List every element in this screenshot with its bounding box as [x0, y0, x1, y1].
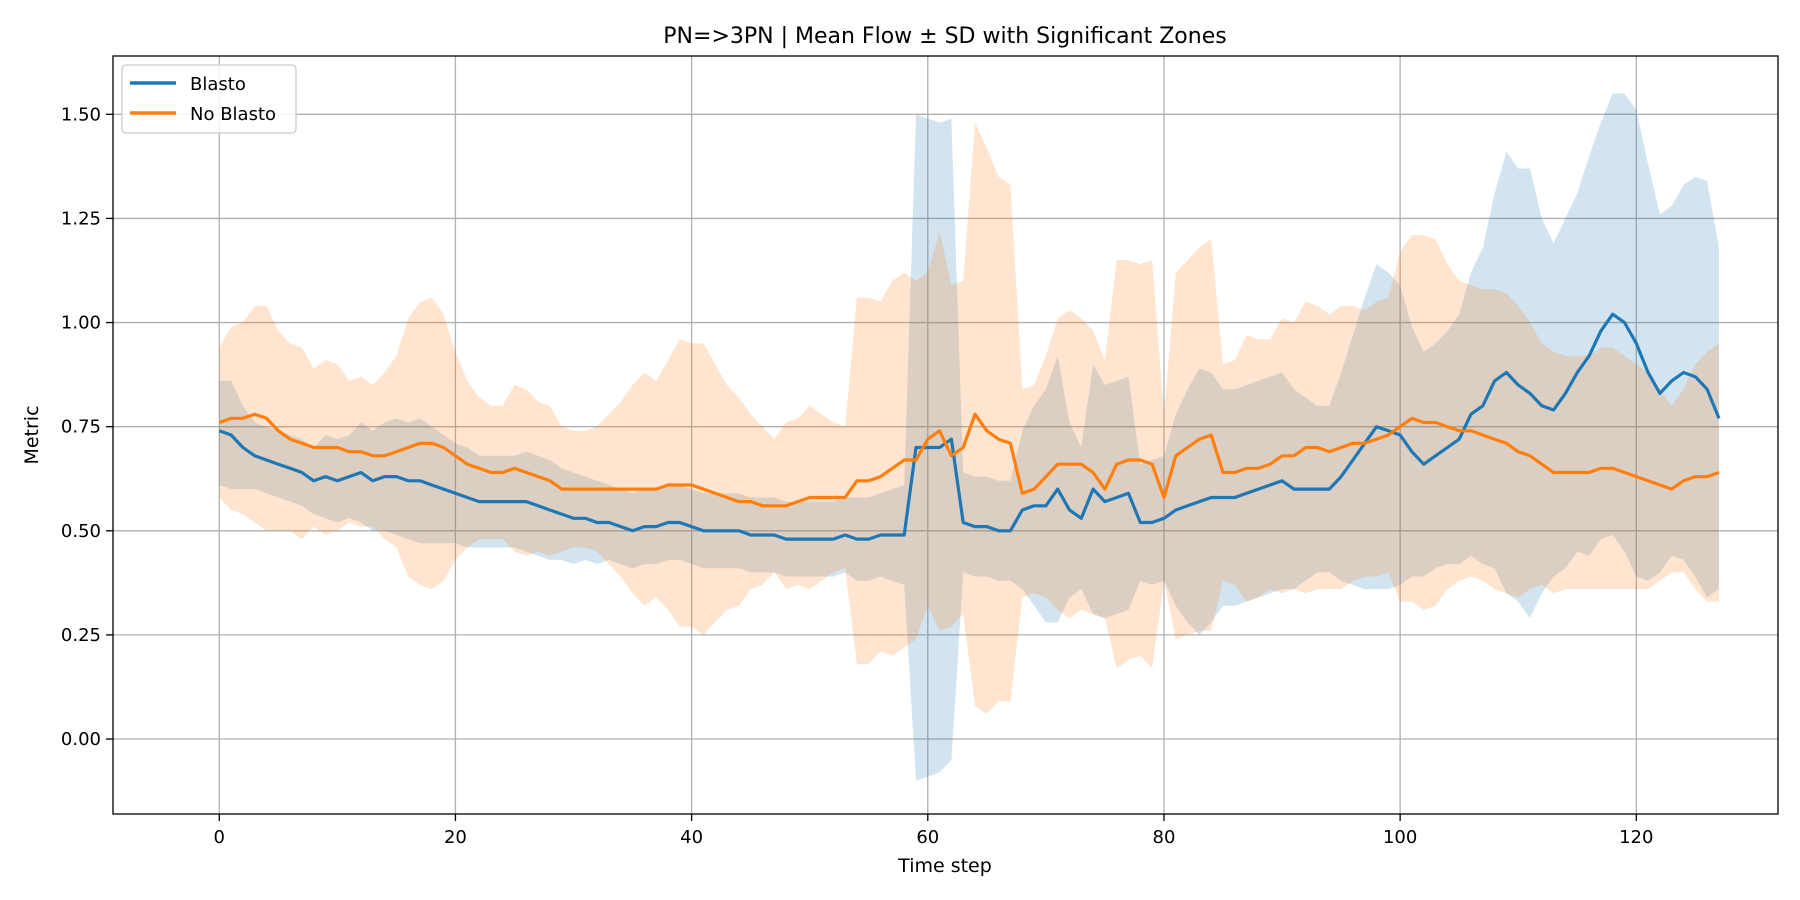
- y-tick-label: 1.50: [61, 104, 101, 125]
- legend-label-blasto: Blasto: [190, 74, 246, 95]
- y-tick-label: 0.75: [61, 417, 101, 438]
- mean-line-blasto: [218, 312, 1721, 541]
- x-tick-label: 120: [1619, 827, 1653, 848]
- y-tick-label: 1.00: [61, 313, 101, 334]
- y-tick-label: 0.50: [61, 521, 101, 542]
- y-axis: 0.00 0.25 0.50 0.75 1.00 1.25 1.50: [61, 104, 113, 750]
- y-tick-label: 0.25: [61, 625, 101, 646]
- plot-frame: [112, 55, 1779, 815]
- y-tick-label: 1.25: [61, 208, 101, 229]
- x-tick-label: 100: [1383, 827, 1417, 848]
- sd-band-no-blasto: [219, 122, 1719, 715]
- y-axis-label: Metric: [21, 405, 43, 464]
- mean-line-no-blasto: [218, 412, 1720, 508]
- x-tick-label: 80: [1153, 827, 1176, 848]
- x-tick-label: 60: [916, 827, 939, 848]
- legend: Blasto No Blasto: [121, 64, 297, 134]
- x-axis-label: Time step: [897, 855, 992, 877]
- sd-band-blasto: [219, 93, 1719, 781]
- y-tick-label: 0.00: [61, 729, 101, 750]
- chart-title: PN=>3PN | Mean Flow ± SD with Significan…: [663, 24, 1226, 49]
- x-tick-label: 0: [214, 827, 225, 848]
- mean-lines: [218, 312, 1721, 541]
- legend-label-no-blasto: No Blasto: [190, 104, 276, 125]
- x-axis: 0 20 40 60 80 100 120: [214, 814, 1653, 848]
- sd-bands: [219, 93, 1719, 781]
- x-tick-label: 40: [680, 827, 703, 848]
- x-tick-label: 20: [444, 827, 467, 848]
